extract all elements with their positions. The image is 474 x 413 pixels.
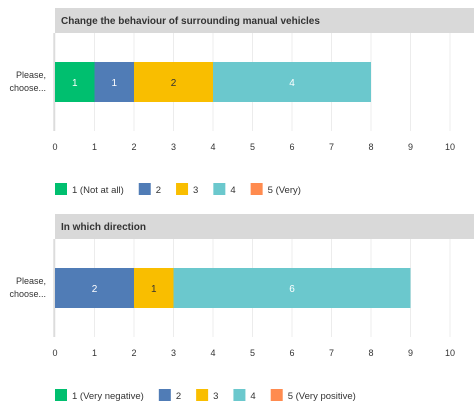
legend-swatch — [55, 389, 67, 401]
legend-label: 5 (Very positive) — [288, 391, 356, 402]
chart-title: Change the behaviour of surrounding manu… — [61, 16, 320, 27]
bar-value-label: 1 — [151, 284, 157, 295]
x-tick-label: 10 — [445, 348, 455, 358]
bar-segment — [213, 62, 371, 102]
x-tick-label: 0 — [52, 142, 57, 152]
legend-swatch — [176, 183, 189, 195]
title-band — [55, 214, 474, 239]
bar-value-label: 2 — [92, 284, 98, 295]
legend-swatch — [138, 183, 151, 195]
bar-value-label: 2 — [171, 78, 177, 89]
legend-label: 4 — [230, 185, 235, 196]
category-label: choose... — [9, 83, 46, 93]
x-tick-label: 6 — [289, 142, 294, 152]
bar-segment — [173, 268, 411, 308]
legend-label: 1 (Very negative) — [72, 391, 144, 402]
x-tick-label: 5 — [250, 142, 255, 152]
legend-label: 5 (Very) — [268, 185, 301, 196]
x-tick-label: 0 — [52, 348, 57, 358]
legend-label: 3 — [213, 391, 218, 402]
bar-value-label: 1 — [111, 78, 117, 89]
chart-title: In which direction — [61, 222, 146, 233]
bar-segment — [55, 62, 95, 102]
bar-segment — [134, 268, 174, 308]
bar-segment — [134, 62, 213, 102]
x-tick-label: 4 — [210, 142, 215, 152]
x-tick-label: 10 — [445, 142, 455, 152]
chart-direction: In which direction Please, choose... 2 1 6 0 1 2… — [9, 214, 474, 402]
legend-swatch — [250, 183, 263, 195]
x-tick-label: 2 — [131, 348, 136, 358]
x-tick-label: 4 — [210, 348, 215, 358]
title-band — [55, 8, 474, 33]
legend-label: 2 — [156, 185, 161, 196]
x-tick-label: 6 — [289, 348, 294, 358]
x-tick-label: 9 — [408, 348, 413, 358]
x-tick-label: 7 — [329, 348, 334, 358]
legend-label: 1 (Not at all) — [72, 185, 124, 196]
legend-label: 2 — [176, 391, 181, 402]
legend-swatch — [55, 183, 67, 195]
legend-swatch — [233, 389, 246, 401]
x-tick-label: 3 — [171, 348, 176, 358]
bar-value-label: 6 — [289, 284, 295, 295]
legend-label: 3 — [193, 185, 198, 196]
legend-swatch — [158, 389, 171, 401]
x-tick-label: 8 — [368, 348, 373, 358]
chart-behaviour: Change the behaviour of surrounding manu… — [9, 8, 474, 196]
legend-swatch — [213, 183, 226, 195]
x-tick-label: 9 — [408, 142, 413, 152]
legend-swatch — [196, 389, 209, 401]
x-tick-label: 2 — [131, 142, 136, 152]
x-tick-label: 7 — [329, 142, 334, 152]
x-tick-label: 3 — [171, 142, 176, 152]
legend-label: 4 — [250, 391, 255, 402]
x-tick-label: 1 — [92, 348, 97, 358]
bar-value-label: 1 — [72, 78, 78, 89]
bar-segment — [94, 62, 134, 102]
legend-swatch — [270, 389, 283, 401]
bar-segment — [55, 268, 134, 308]
x-tick-label: 8 — [368, 142, 373, 152]
x-tick-label: 5 — [250, 348, 255, 358]
x-tick-label: 1 — [92, 142, 97, 152]
bar-value-label: 4 — [289, 78, 295, 89]
category-label: choose... — [9, 289, 46, 299]
category-label: Please, — [16, 70, 46, 80]
category-label: Please, — [16, 276, 46, 286]
